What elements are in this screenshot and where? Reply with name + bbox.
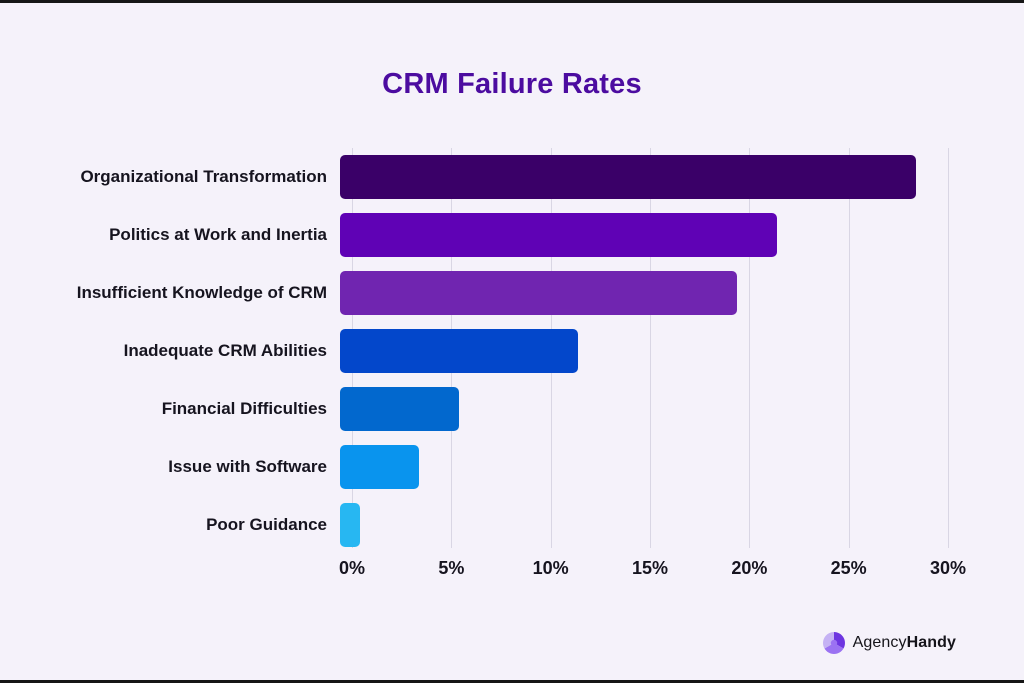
brand-name-regular: Agency <box>852 634 907 651</box>
chart-row: Organizational Transformation <box>0 148 1024 206</box>
axis-tick-label: 15% <box>631 558 669 578</box>
chart-row: Poor Guidance <box>0 496 1024 554</box>
x-axis: 0% 5% 10% 15% 20% 25% 30% <box>339 554 966 580</box>
bar-track <box>340 271 936 315</box>
chart-row: Issue with Software <box>0 438 1024 496</box>
bar <box>340 503 360 547</box>
axis-tick-label: 30% <box>929 558 967 578</box>
brand-name-bold: Handy <box>906 634 956 651</box>
bar <box>340 271 738 315</box>
category-label: Politics at Work and Inertia <box>109 225 327 244</box>
bar <box>340 445 420 489</box>
chart-title: CRM Failure Rates <box>382 68 642 100</box>
chart-row: Inadequate CRM Abilities <box>0 322 1024 380</box>
swirl-logo-icon <box>822 632 845 654</box>
category-label: Issue with Software <box>168 457 327 476</box>
chart-row: Insufficient Knowledge of CRM <box>0 264 1024 322</box>
chart-row: Politics at Work and Inertia <box>0 206 1024 264</box>
bar-track <box>340 213 936 257</box>
brand-logo: AgencyHandy <box>822 631 956 655</box>
bar-track <box>340 155 936 199</box>
bar <box>340 387 460 431</box>
bar-chart: Organizational Transformation Politics at… <box>0 148 1024 578</box>
bar <box>340 155 917 199</box>
bar-track <box>340 445 936 489</box>
bar <box>340 213 778 257</box>
brand-name: AgencyHandy <box>853 634 956 652</box>
axis-tick-label: 20% <box>731 558 768 578</box>
category-label: Inadequate CRM Abilities <box>123 341 327 360</box>
chart-row: Financial Difficulties <box>0 380 1024 438</box>
bar-track <box>340 329 936 373</box>
bar <box>340 329 579 373</box>
category-label: Organizational Transformation <box>80 167 327 186</box>
axis-tick-label: 25% <box>830 558 867 578</box>
category-label: Poor Guidance <box>206 515 327 534</box>
axis-tick-label: 0% <box>338 558 366 578</box>
top-edge-strip <box>0 0 1024 3</box>
bar-track <box>340 503 936 547</box>
category-label: Insufficient Knowledge of CRM <box>76 283 327 302</box>
bar-rows: Organizational Transformation Politics at… <box>0 148 1024 554</box>
axis-tick-label: 5% <box>438 558 465 578</box>
category-label: Financial Difficulties <box>161 399 327 418</box>
bottom-edge-strip <box>0 680 1024 683</box>
bar-track <box>340 387 936 431</box>
axis-tick-label: 10% <box>532 558 569 578</box>
